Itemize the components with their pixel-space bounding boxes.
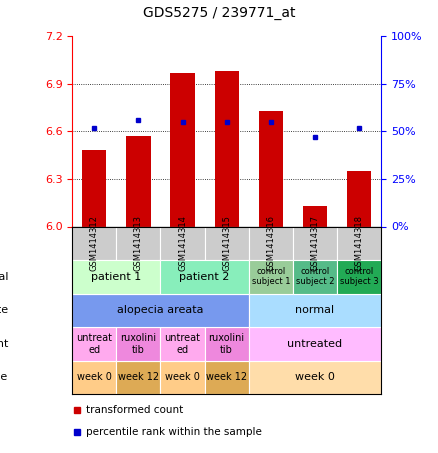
- Bar: [337, 260, 381, 294]
- Text: patient 2: patient 2: [180, 272, 230, 282]
- Bar: [249, 327, 381, 361]
- Bar: [126, 136, 151, 226]
- Bar: [249, 260, 293, 294]
- Text: untreat
ed: untreat ed: [76, 333, 112, 355]
- Bar: [205, 226, 249, 260]
- Bar: [72, 361, 117, 394]
- Text: GSM1414312: GSM1414312: [90, 215, 99, 271]
- Text: week 0: week 0: [295, 372, 335, 382]
- Text: control
subject 3: control subject 3: [340, 267, 378, 286]
- Text: alopecia areata: alopecia areata: [117, 305, 204, 315]
- Text: GSM1414315: GSM1414315: [222, 215, 231, 271]
- Text: patient 1: patient 1: [91, 272, 141, 282]
- Bar: [160, 226, 205, 260]
- Bar: [303, 206, 327, 226]
- Bar: [72, 260, 160, 294]
- Bar: [72, 327, 117, 361]
- Bar: [160, 361, 205, 394]
- Text: ruxolini
tib: ruxolini tib: [208, 333, 245, 355]
- Bar: [205, 327, 249, 361]
- Text: transformed count: transformed count: [86, 405, 184, 415]
- Text: GSM1414317: GSM1414317: [311, 215, 319, 271]
- Text: ruxolini
tib: ruxolini tib: [120, 333, 156, 355]
- Text: individual: individual: [0, 272, 8, 282]
- Bar: [259, 111, 283, 226]
- Bar: [249, 294, 381, 327]
- Text: normal: normal: [295, 305, 335, 315]
- Text: GSM1414313: GSM1414313: [134, 215, 143, 271]
- Text: week 0: week 0: [165, 372, 200, 382]
- Text: week 12: week 12: [206, 372, 247, 382]
- Bar: [293, 226, 337, 260]
- Bar: [170, 73, 194, 226]
- Bar: [293, 260, 337, 294]
- Bar: [337, 226, 381, 260]
- Bar: [160, 260, 249, 294]
- Bar: [117, 226, 160, 260]
- Bar: [72, 226, 117, 260]
- Text: untreat
ed: untreat ed: [165, 333, 201, 355]
- Text: control
subject 1: control subject 1: [251, 267, 290, 286]
- Text: week 12: week 12: [118, 372, 159, 382]
- Text: disease state: disease state: [0, 305, 8, 315]
- Text: untreated: untreated: [287, 339, 343, 349]
- Text: agent: agent: [0, 339, 8, 349]
- Text: GSM1414316: GSM1414316: [266, 215, 275, 271]
- Text: time: time: [0, 372, 8, 382]
- Text: GDS5275 / 239771_at: GDS5275 / 239771_at: [143, 6, 295, 20]
- Bar: [347, 171, 371, 226]
- Bar: [160, 327, 205, 361]
- Bar: [82, 150, 106, 226]
- Text: GSM1414318: GSM1414318: [354, 215, 364, 271]
- Bar: [117, 327, 160, 361]
- Text: control
subject 2: control subject 2: [296, 267, 334, 286]
- Bar: [117, 361, 160, 394]
- Bar: [72, 294, 249, 327]
- Bar: [249, 361, 381, 394]
- Text: GSM1414314: GSM1414314: [178, 215, 187, 271]
- Bar: [215, 71, 239, 226]
- Bar: [249, 226, 293, 260]
- Bar: [205, 361, 249, 394]
- Text: percentile rank within the sample: percentile rank within the sample: [86, 427, 262, 437]
- Text: week 0: week 0: [77, 372, 112, 382]
